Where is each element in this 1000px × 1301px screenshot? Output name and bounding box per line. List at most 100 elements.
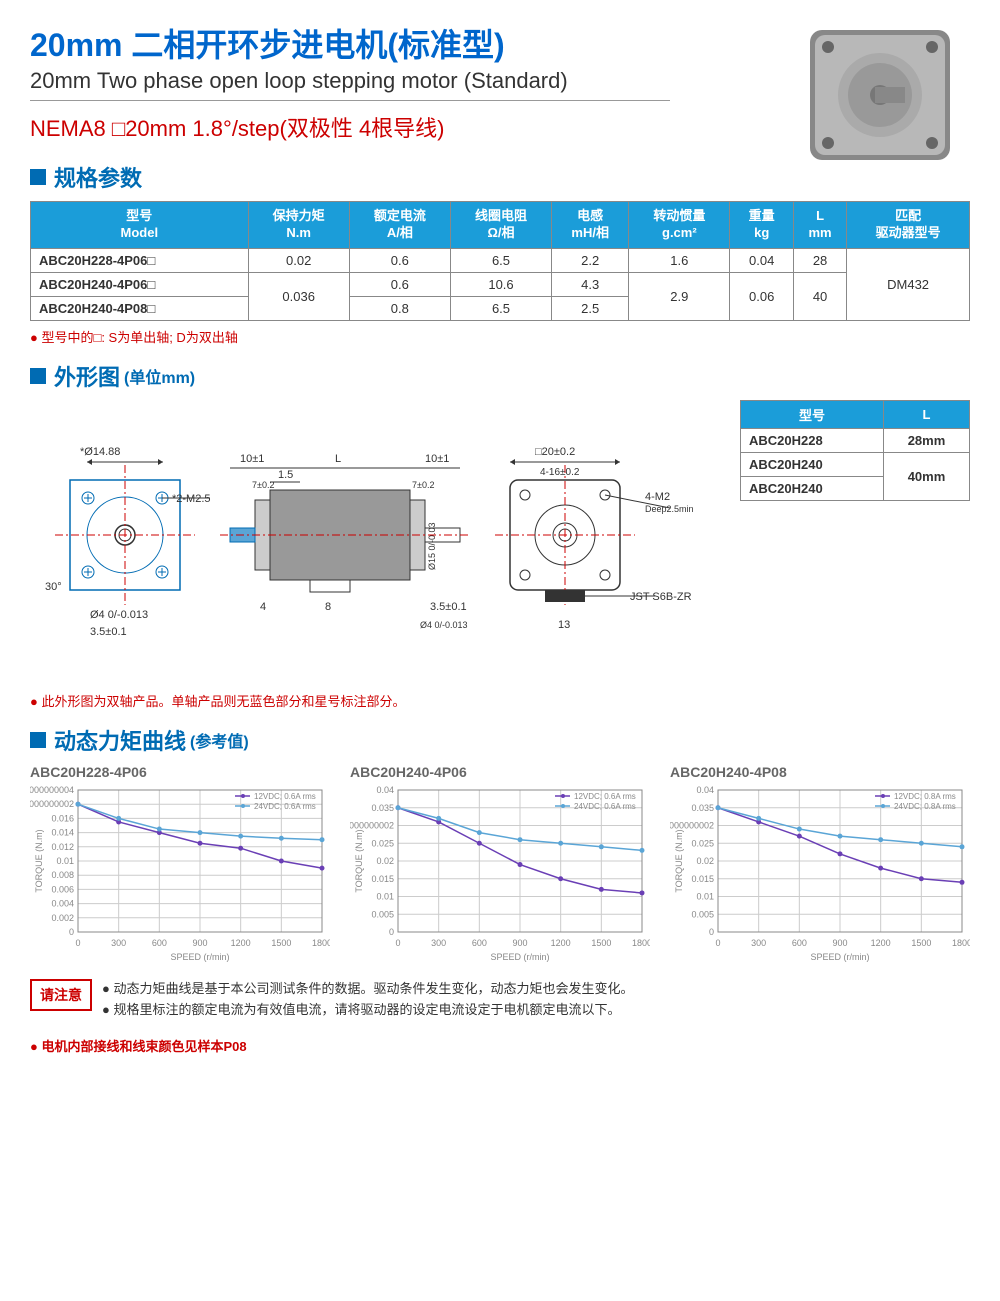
svg-text:1500: 1500 — [271, 938, 291, 948]
svg-text:Ø4 0/-0.013: Ø4 0/-0.013 — [90, 609, 148, 621]
svg-text:1200: 1200 — [551, 938, 571, 948]
svg-text:1800: 1800 — [632, 938, 650, 948]
svg-text:0: 0 — [69, 927, 74, 937]
svg-text:0.030000000000000002: 0.030000000000000002 — [670, 820, 714, 830]
svg-text:0.014: 0.014 — [51, 827, 74, 837]
outline-note: ● 此外形图为双轴产品。单轴产品则无蓝色部分和星号标注部分。 — [30, 691, 970, 710]
svg-text:900: 900 — [192, 938, 207, 948]
svg-text:0.018000000000000002: 0.018000000000000002 — [30, 799, 74, 809]
svg-text:0.015: 0.015 — [371, 874, 394, 884]
svg-text:0.015: 0.015 — [691, 874, 714, 884]
svg-text:900: 900 — [512, 938, 527, 948]
svg-text:0: 0 — [715, 938, 720, 948]
svg-text:SPEED (r/min): SPEED (r/min) — [810, 952, 869, 962]
svg-text:0: 0 — [389, 927, 394, 937]
svg-text:0.025: 0.025 — [371, 838, 394, 848]
svg-text:0.020000000000000004: 0.020000000000000004 — [30, 785, 74, 795]
notice: 请注意 动态力矩曲线是基于本公司测试条件的数据。驱动条件发生变化，动态力矩也会发… — [30, 979, 970, 1021]
svg-text:0: 0 — [709, 927, 714, 937]
svg-text:12VDC; 0.6A rms: 12VDC; 0.6A rms — [574, 792, 636, 801]
svg-text:TORQUE (N.m): TORQUE (N.m) — [354, 829, 364, 892]
bullet-icon — [30, 368, 46, 384]
chart: ABC20H228-4P06 030060090012001500180000.… — [30, 764, 330, 967]
svg-text:0.008: 0.008 — [51, 870, 74, 880]
svg-text:3.5±0.1: 3.5±0.1 — [90, 626, 127, 638]
svg-text:0.02: 0.02 — [376, 856, 394, 866]
svg-text:0.016: 0.016 — [51, 813, 74, 823]
svg-text:3.5±0.1: 3.5±0.1 — [430, 601, 467, 613]
spec-table: 型号Model保持力矩N.m额定电流A/相线圈电阻Ω/相电感mH/相转动惯量g.… — [30, 201, 970, 321]
svg-text:0: 0 — [395, 938, 400, 948]
svg-text:Ø15 0/-0.03: Ø15 0/-0.03 — [427, 522, 437, 570]
svg-text:0.035: 0.035 — [371, 803, 394, 813]
svg-text:JST S6B-ZR: JST S6B-ZR — [630, 591, 692, 603]
svg-text:7±0.2: 7±0.2 — [412, 480, 434, 490]
svg-text:10±1: 10±1 — [240, 453, 264, 465]
svg-text:7±0.2: 7±0.2 — [252, 480, 274, 490]
outline-drawing: *Ø14.88 *2-M2.5 30° Ø4 0/-0.013 3.5±0.1 … — [30, 400, 730, 685]
bullet-icon — [30, 732, 46, 748]
svg-text:0.005: 0.005 — [691, 909, 714, 919]
svg-text:24VDC; 0.6A rms: 24VDC; 0.6A rms — [254, 802, 316, 811]
svg-text:300: 300 — [111, 938, 126, 948]
svg-text:600: 600 — [472, 938, 487, 948]
svg-text:4-M2: 4-M2 — [645, 491, 670, 503]
svg-text:12VDC; 0.8A rms: 12VDC; 0.8A rms — [894, 792, 956, 801]
svg-text:1.5: 1.5 — [278, 469, 293, 481]
spec-note: ● 型号中的□: S为单出轴; D为双出轴 — [30, 327, 970, 346]
svg-text:0.04: 0.04 — [696, 785, 714, 795]
section-outline: 外形图 (单位mm) — [30, 360, 970, 392]
motor-image — [790, 15, 970, 175]
svg-text:24VDC; 0.8A rms: 24VDC; 0.8A rms — [894, 802, 956, 811]
notice-item: 规格里标注的额定电流为有效值电流，请将驱动器的设定电流设定于电机额定电流以下。 — [102, 1000, 633, 1021]
svg-text:1800: 1800 — [312, 938, 330, 948]
svg-text:TORQUE (N.m): TORQUE (N.m) — [34, 829, 44, 892]
notice-item: 动态力矩曲线是基于本公司测试条件的数据。驱动条件发生变化，动态力矩也会发生变化。 — [102, 979, 633, 1000]
bullet-icon — [30, 169, 46, 185]
svg-text:600: 600 — [152, 938, 167, 948]
svg-text:0.006: 0.006 — [51, 884, 74, 894]
svg-text:0.035: 0.035 — [691, 803, 714, 813]
dim-table: 型号L ABC20H22828mmABC20H24040mmABC20H240 — [740, 400, 970, 501]
svg-text:24VDC; 0.6A rms: 24VDC; 0.6A rms — [574, 802, 636, 811]
svg-text:900: 900 — [832, 938, 847, 948]
svg-text:600: 600 — [792, 938, 807, 948]
section-torque: 动态力矩曲线 (参考值) — [30, 724, 970, 756]
svg-text:0.005: 0.005 — [371, 909, 394, 919]
svg-text:1800: 1800 — [952, 938, 970, 948]
svg-text:8: 8 — [325, 601, 331, 613]
svg-text:0.002: 0.002 — [51, 913, 74, 923]
svg-text:L: L — [335, 453, 341, 465]
svg-text:4: 4 — [260, 601, 266, 613]
svg-text:1200: 1200 — [231, 938, 251, 948]
svg-text:*2-M2.5: *2-M2.5 — [172, 493, 211, 505]
svg-text:1500: 1500 — [591, 938, 611, 948]
svg-text:0.01: 0.01 — [376, 891, 394, 901]
svg-text:0.025: 0.025 — [691, 838, 714, 848]
svg-text:□20±0.2: □20±0.2 — [535, 446, 575, 458]
svg-text:0.01: 0.01 — [56, 856, 74, 866]
svg-text:0.01: 0.01 — [696, 891, 714, 901]
notice-label: 请注意 — [30, 979, 92, 1011]
chart: ABC20H240-4P08 030060090012001500180000.… — [670, 764, 970, 967]
charts-row: ABC20H228-4P06 030060090012001500180000.… — [30, 764, 970, 967]
svg-text:1 2 3 4 5 6: 1 2 3 4 5 6 — [546, 608, 579, 615]
svg-text:300: 300 — [751, 938, 766, 948]
svg-text:1200: 1200 — [871, 938, 891, 948]
svg-text:4-16±0.2: 4-16±0.2 — [540, 467, 580, 478]
footer-note: ● 电机内部接线和线束颜色见样本P08 — [30, 1036, 970, 1055]
svg-text:TORQUE (N.m): TORQUE (N.m) — [674, 829, 684, 892]
svg-text:Ø4 0/-0.013: Ø4 0/-0.013 — [420, 620, 468, 630]
svg-text:SPEED (r/min): SPEED (r/min) — [490, 952, 549, 962]
svg-text:0: 0 — [75, 938, 80, 948]
svg-text:10±1: 10±1 — [425, 453, 449, 465]
svg-text:12VDC; 0.6A rms: 12VDC; 0.6A rms — [254, 792, 316, 801]
svg-text:0.04: 0.04 — [376, 785, 394, 795]
svg-text:SPEED (r/min): SPEED (r/min) — [170, 952, 229, 962]
svg-text:*Ø14.88: *Ø14.88 — [80, 446, 120, 458]
svg-text:0.030000000000000002: 0.030000000000000002 — [350, 820, 394, 830]
svg-text:300: 300 — [431, 938, 446, 948]
header: 20mm 二相开环步进电机(标准型) 20mm Two phase open l… — [30, 20, 970, 143]
divider — [30, 100, 670, 101]
svg-text:30°: 30° — [45, 581, 62, 593]
